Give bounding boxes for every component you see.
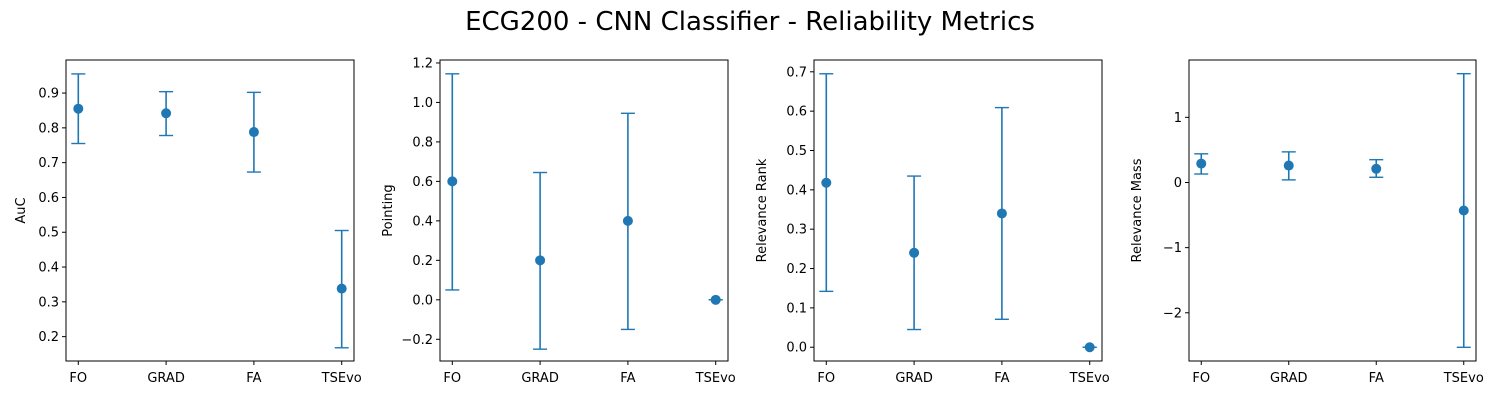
x-tick-label: FA <box>246 371 261 386</box>
data-point <box>909 247 920 258</box>
x-tick-label: GRAD <box>521 371 558 386</box>
data-point <box>821 177 832 188</box>
data-point <box>1084 342 1095 353</box>
y-tick-label: 0.8 <box>412 135 433 150</box>
data-point <box>1371 163 1382 174</box>
y-tick-label: 0.1 <box>786 301 807 316</box>
y-tick-label: 0.2 <box>786 262 807 277</box>
data-point <box>535 255 546 266</box>
data-point <box>710 294 721 305</box>
y-tick-label: 0.4 <box>412 214 433 229</box>
y-tick-label: 0.7 <box>786 65 807 80</box>
data-point <box>336 283 347 294</box>
subplot-4: −2 −1 0 1 FO GRAD FA TSEvo Relevance Mass <box>1130 59 1484 386</box>
y-tick-label: 0.6 <box>786 105 807 120</box>
axes-frame <box>439 59 729 362</box>
data-point <box>1458 205 1469 216</box>
x-tick-label: FA <box>1369 371 1384 386</box>
subplot-3: 0.0 0.1 0.2 0.3 0.4 0.5 0.6 0.7 FO GRAD FA TSEvo Rel… <box>755 59 1110 386</box>
x-tick-label: FA <box>994 371 1009 386</box>
y-axis-label: AuC <box>14 197 29 223</box>
x-tick-label: FO <box>1192 371 1210 386</box>
subplot-2: −0.2 0.0 0.2 0.4 0.6 0.8 1.0 1.2 FO GRAD FA TSEvo Po… <box>381 56 736 386</box>
y-tick-label: 0.7 <box>38 156 59 171</box>
y-tick-label: 1 <box>1174 111 1182 126</box>
data-point <box>1283 160 1294 171</box>
x-tick-label: FO <box>443 371 461 386</box>
data-point <box>73 103 84 114</box>
y-tick-label: 0.4 <box>786 183 807 198</box>
data-point <box>447 176 458 187</box>
y-tick-label: 0.6 <box>38 191 59 206</box>
y-tick-label: 0.9 <box>38 87 59 102</box>
axes-frame <box>813 59 1103 362</box>
y-axis-label: Relevance Mass <box>1130 158 1145 262</box>
axes-frame <box>65 59 355 362</box>
x-tick-label: FA <box>620 371 635 386</box>
y-tick-label: 0.6 <box>412 175 433 190</box>
figure-title: ECG200 - CNN Classifier - Reliability Me… <box>465 7 1035 37</box>
y-tick-label: 0.2 <box>412 254 433 269</box>
y-tick-label: 0.2 <box>38 330 59 345</box>
y-axis-label: Pointing <box>381 184 396 236</box>
y-tick-label: 0.5 <box>786 144 807 159</box>
data-point <box>622 215 633 226</box>
x-tick-label: TSEvo <box>1069 371 1110 386</box>
data-point <box>161 108 172 119</box>
x-tick-label: GRAD <box>895 371 932 386</box>
y-tick-label: 0.3 <box>786 223 807 238</box>
y-tick-label: 0.4 <box>38 261 59 276</box>
x-tick-label: TSEvo <box>695 371 736 386</box>
y-tick-label: 1.2 <box>412 56 433 71</box>
y-tick-label: 0.3 <box>38 295 59 310</box>
x-tick-label: TSEvo <box>321 371 362 386</box>
data-point <box>1196 158 1207 169</box>
x-tick-label: GRAD <box>147 371 184 386</box>
x-tick-label: TSEvo <box>1443 371 1484 386</box>
data-point <box>996 208 1007 219</box>
data-point <box>248 127 259 138</box>
x-tick-label: GRAD <box>1270 371 1307 386</box>
y-tick-label: 0.0 <box>786 341 807 356</box>
x-tick-label: FO <box>817 371 835 386</box>
axes-frame <box>1188 59 1477 362</box>
y-tick-label: −2 <box>1163 306 1182 321</box>
x-tick-label: FO <box>69 371 87 386</box>
y-tick-label: 0.0 <box>412 293 433 308</box>
subplot-1: 0.2 0.3 0.4 0.5 0.6 0.7 0.8 0.9 FO GRAD FA TSEvo AuC <box>14 59 362 386</box>
y-tick-label: 1.0 <box>412 96 433 111</box>
y-tick-label: 0 <box>1174 176 1182 191</box>
y-tick-label: −0.2 <box>401 333 433 348</box>
y-tick-label: −1 <box>1163 241 1182 256</box>
y-tick-label: 0.8 <box>38 121 59 136</box>
y-tick-label: 0.5 <box>38 226 59 241</box>
y-axis-label: Relevance Rank <box>755 158 770 262</box>
